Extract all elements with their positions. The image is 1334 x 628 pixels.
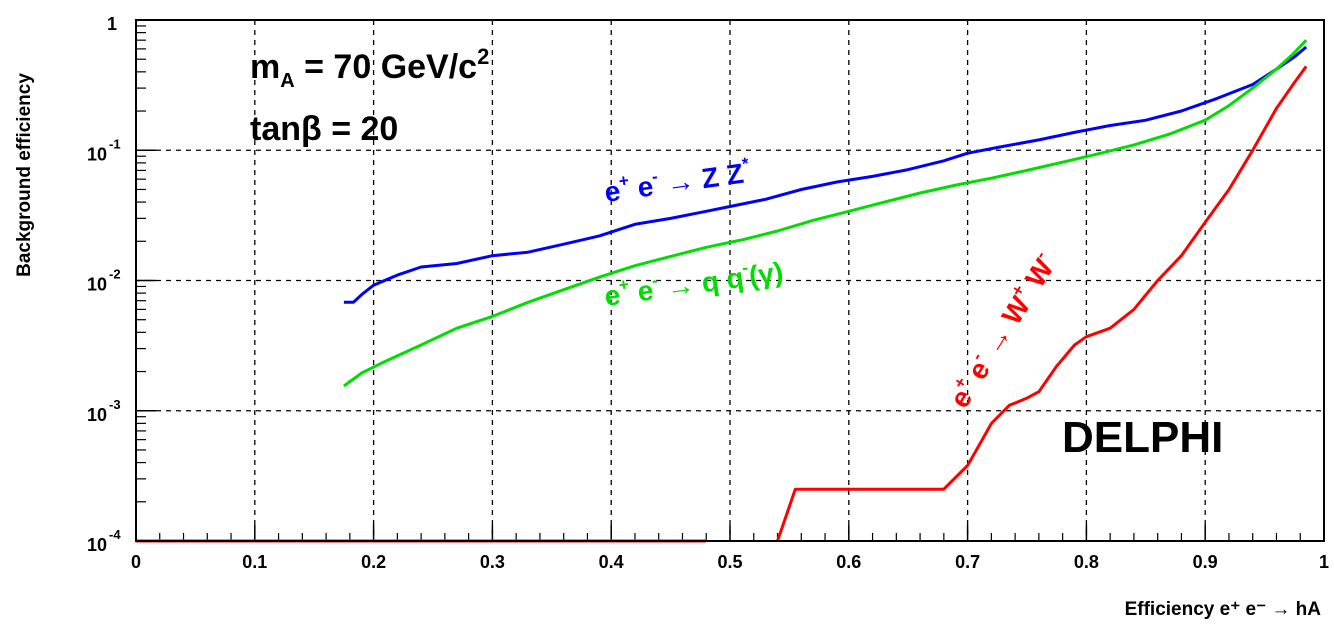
- y-tick-label: 10: [87, 535, 107, 555]
- mass-annotation: mA = 70 GeV/c2: [250, 44, 489, 92]
- zz-series-label: e+ e- → Z Z*: [602, 154, 752, 208]
- y-tick-label: 10: [87, 405, 107, 425]
- minor-ticks: [135, 19, 1325, 542]
- x-tick-label: 0.8: [1074, 552, 1099, 572]
- ww-series-label: e+ e- → W+ W-: [941, 247, 1062, 413]
- x-axis-title: Efficiency e⁺ e⁻ → hA: [1125, 599, 1322, 620]
- tanbeta-annotation: tanβ = 20: [250, 110, 398, 148]
- x-tick-label: 0.6: [836, 552, 861, 572]
- mass-unit-exponent: 2: [477, 44, 489, 69]
- y-tick-exponent: -4: [109, 527, 121, 542]
- x-tick-label: 0.3: [480, 552, 505, 572]
- x-tick-label: 0: [131, 552, 141, 572]
- series-line-zz: [343, 45, 1308, 304]
- x-tick-label: 0.7: [955, 552, 980, 572]
- y-axis-title: Background efficiency: [14, 73, 35, 277]
- y-tick-exponent: -3: [109, 397, 121, 412]
- y-tick-exponent: -2: [109, 267, 121, 282]
- mass-value: = 70 GeV/c: [295, 48, 477, 86]
- experiment-label: DELPHI: [1062, 413, 1223, 462]
- plot-frame: [135, 19, 1325, 542]
- x-tick-label: 0.4: [599, 552, 624, 572]
- x-tick-label: 0.1: [242, 552, 267, 572]
- tick-labels: 0 0.1 0.2 0.3 0.4 0.5 0.6 0.7 0.8 0.9 110-410-310-…: [87, 14, 1329, 572]
- x-tick-label: 0.9: [1193, 552, 1218, 572]
- y-tick-label: 10: [87, 144, 107, 164]
- y-tick-label: 1: [107, 14, 117, 34]
- grid: [136, 20, 1324, 541]
- qq-series-label: e+ e- → q q-(γ): [602, 253, 785, 312]
- y-tick-exponent: -1: [109, 136, 121, 151]
- mass-subscript: A: [280, 70, 294, 92]
- x-tick-label: 0.5: [717, 552, 742, 572]
- y-tick-label: 10: [87, 275, 107, 295]
- x-tick-label: 0.2: [361, 552, 386, 572]
- mass-symbol: m: [250, 48, 280, 86]
- series-line-qq: [343, 39, 1308, 388]
- x-tick-label: 1: [1319, 552, 1329, 572]
